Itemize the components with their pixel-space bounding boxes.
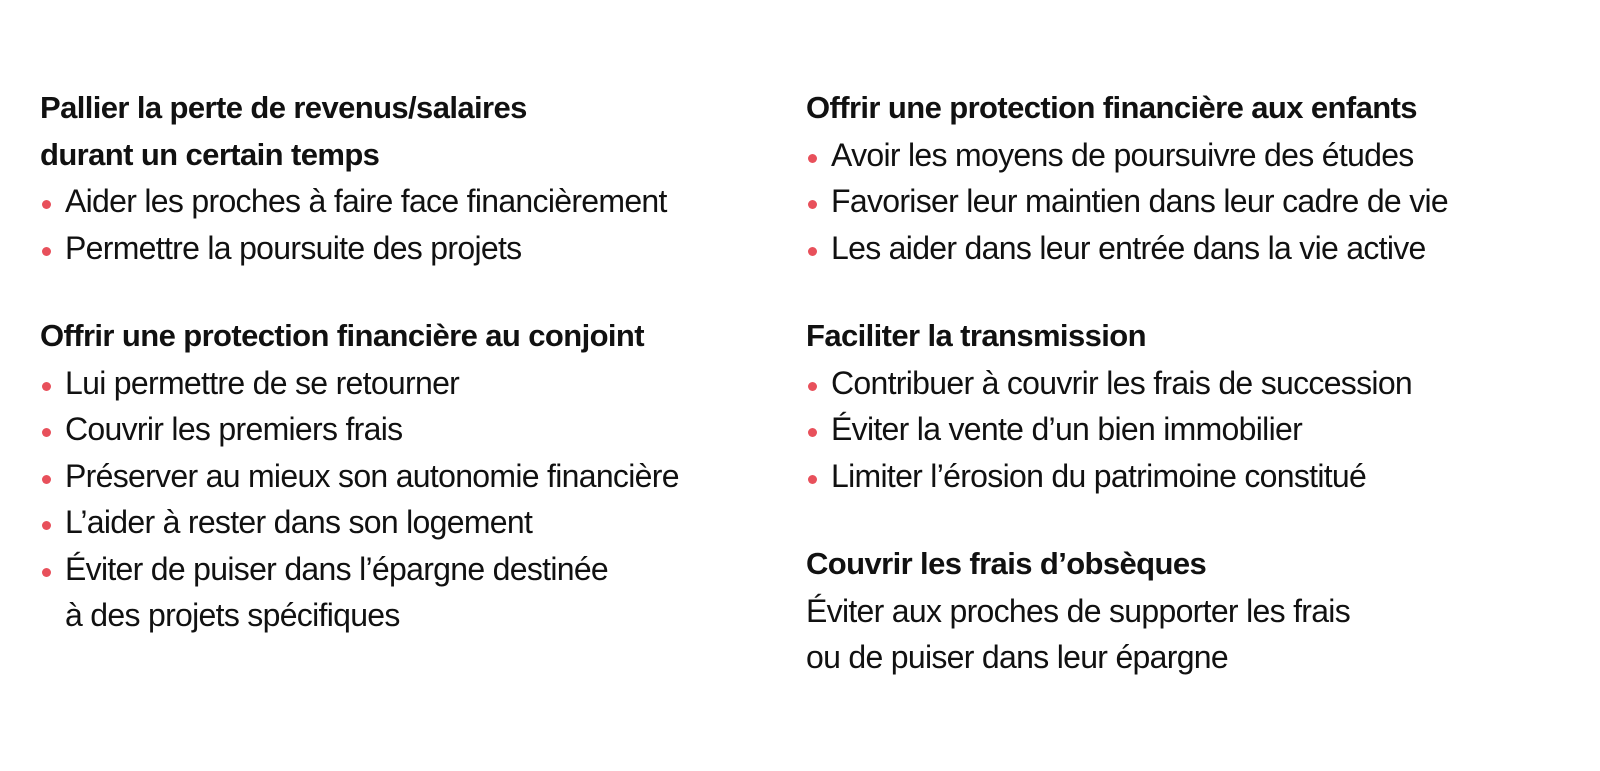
section-title: Offrir une protection financière aux enf… <box>806 90 1418 125</box>
bullet-icon <box>42 381 51 391</box>
list-item: Limiter l’érosion du patrimoine constitu… <box>806 453 1412 500</box>
bullet-icon <box>42 428 51 437</box>
section-title: durant un certain temps <box>40 136 380 172</box>
list-item: Préserver au mieux son autonomie financi… <box>40 453 679 500</box>
list-item: Éviter de puiser dans l’épargne destinée <box>40 546 679 593</box>
bullet-icon <box>42 246 51 256</box>
list-item-continuation: à des projets spécifiques <box>65 597 400 633</box>
section-title: Faciliter la transmission <box>806 318 1147 353</box>
section-title: Couvrir les frais d’obsèques <box>806 546 1207 581</box>
bullet-icon <box>808 153 817 163</box>
bullet-icon <box>808 381 817 391</box>
list-item: Les aider dans leur entrée dans la vie a… <box>806 225 1448 272</box>
list-item: Lui permettre de se retourner <box>40 360 679 407</box>
bullet-icon <box>42 567 51 577</box>
list-item: L’aider à rester dans son logement <box>40 499 679 546</box>
section-children: Offrir une protection financière aux enf… <box>806 85 1449 272</box>
bullet-icon <box>808 246 817 256</box>
section-spouse: Offrir une protection financière au conj… <box>40 313 679 639</box>
list-item: Contribuer à couvrir les frais de succes… <box>806 360 1413 407</box>
section-title: Offrir une protection financière au conj… <box>40 318 645 353</box>
section-funeral: Couvrir les frais d’obsèques Éviter aux … <box>806 541 1351 681</box>
bullet-icon <box>42 474 51 484</box>
section-title: Pallier la perte de revenus/salaires <box>40 90 527 125</box>
section-transmission: Faciliter la transmission Contribuer à c… <box>806 313 1413 500</box>
bullet-icon <box>808 200 817 209</box>
list-item: Permettre la poursuite des projets <box>40 225 667 272</box>
list-item: Favoriser leur maintien dans leur cadre … <box>806 178 1449 225</box>
bullet-icon <box>42 200 51 209</box>
bullet-icon <box>808 428 817 437</box>
section-income-loss: Pallier la perte de revenus/salaires dur… <box>40 85 667 271</box>
list-item: Éviter la vente d’un bien immobilier <box>806 406 1412 453</box>
section-text: ou de puiser dans leur épargne <box>806 639 1229 675</box>
list-item: Aider les proches à faire face financièr… <box>40 178 667 225</box>
list-item: Avoir les moyens de poursuivre des étude… <box>806 132 1448 179</box>
list-item: Couvrir les premiers frais <box>40 406 679 453</box>
bullet-icon <box>808 474 817 484</box>
section-text: Éviter aux proches de supporter les frai… <box>806 592 1351 629</box>
bullet-icon <box>42 521 51 530</box>
